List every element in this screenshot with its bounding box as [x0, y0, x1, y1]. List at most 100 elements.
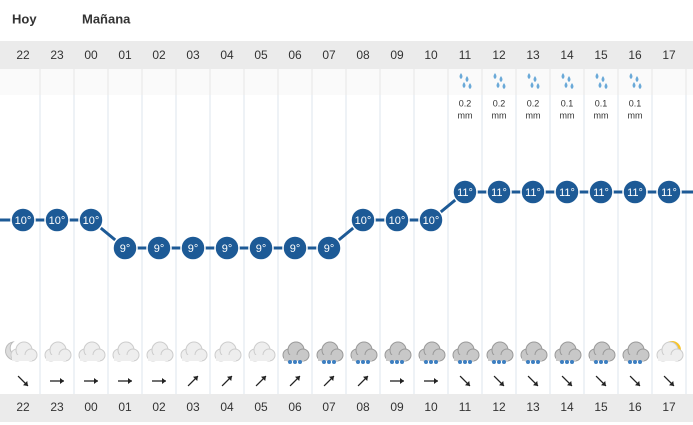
rain-dot — [560, 360, 564, 364]
rain-icon — [527, 73, 540, 89]
weather-icon — [316, 341, 344, 364]
rain-dot — [531, 360, 535, 364]
drop — [635, 76, 639, 82]
weather-icon — [554, 341, 582, 364]
temperature-label: 9° — [290, 243, 301, 255]
temperature-point — [622, 179, 648, 205]
drop — [530, 82, 534, 88]
wind-arrow — [561, 375, 573, 387]
cloud-base — [556, 355, 576, 361]
temperature-label: 9° — [256, 243, 267, 255]
hour-label: 22 — [16, 48, 30, 62]
wind-arrow — [390, 378, 404, 384]
rain-dot — [604, 360, 608, 364]
wind-arrow — [17, 375, 29, 387]
hour-label: 01 — [118, 48, 132, 62]
temperature-point — [588, 179, 614, 205]
drop — [459, 73, 463, 79]
rain-dot — [288, 360, 292, 364]
cloud-base — [488, 355, 508, 361]
rain-dot — [361, 360, 365, 364]
drop — [561, 73, 565, 79]
wind-arrow — [663, 375, 675, 387]
cloud-base — [80, 355, 100, 361]
wind-arrow — [221, 375, 233, 387]
precip-value: 0.2 — [459, 98, 472, 108]
precip-unit: mm — [526, 110, 541, 120]
rain-icon — [561, 73, 574, 89]
hour-label: 06 — [288, 48, 302, 62]
cloud-base — [182, 355, 202, 361]
temperature-label: 10° — [15, 215, 32, 227]
wind-arrow — [50, 378, 64, 384]
rain-dot — [298, 360, 302, 364]
temperature-label: 10° — [83, 215, 100, 227]
cloud-base — [12, 355, 32, 361]
wind-arrow — [527, 375, 539, 387]
precip-value: 0.1 — [561, 98, 574, 108]
precip-value: 0.1 — [629, 98, 642, 108]
hour-label: 02 — [152, 48, 166, 62]
rain-dot — [638, 360, 642, 364]
temperature-label: 11° — [593, 187, 609, 199]
arrow-head — [261, 376, 266, 381]
precip-unit: mm — [492, 110, 507, 120]
hour-label: 11 — [459, 48, 472, 62]
drop — [570, 83, 574, 89]
temperature-point — [10, 207, 36, 233]
temperature-label: 11° — [661, 187, 677, 199]
drop — [468, 83, 472, 89]
drop — [604, 83, 608, 89]
arrow-head — [94, 378, 98, 384]
weather-icon — [486, 341, 514, 364]
hour-label: 05 — [254, 400, 268, 414]
rain-dot — [463, 360, 467, 364]
temperature-label: 11° — [559, 187, 575, 199]
rain-dot — [628, 360, 632, 364]
arrow-head — [499, 381, 504, 386]
drop — [536, 83, 540, 89]
temperature-point — [146, 235, 172, 261]
weather-icon — [5, 341, 38, 362]
hour-label: 09 — [390, 48, 404, 62]
weather-icon — [214, 341, 242, 362]
hour-label: 08 — [356, 48, 370, 62]
hour-label: 04 — [220, 400, 234, 414]
drop — [567, 76, 571, 82]
arrow-head — [162, 378, 166, 384]
weather-icon — [112, 341, 140, 362]
hour-label: 23 — [50, 400, 64, 414]
rain-dot — [458, 360, 462, 364]
rain-dot — [536, 360, 540, 364]
temperature-label: 10° — [389, 215, 406, 227]
arrow-head — [635, 381, 640, 386]
day-label: Mañana — [82, 11, 131, 26]
hour-label: 08 — [356, 400, 370, 414]
temperature-label: 10° — [355, 215, 372, 227]
weather-icon — [146, 341, 174, 362]
hour-label: 16 — [628, 400, 642, 414]
temperature-point — [248, 235, 274, 261]
rain-dot — [526, 360, 530, 364]
temperature-point — [486, 179, 512, 205]
hour-label: 10 — [424, 48, 438, 62]
hour-label: 13 — [526, 400, 540, 414]
arrow-head — [434, 378, 438, 384]
rain-icon — [493, 73, 506, 89]
temperature-label: 10° — [49, 215, 66, 227]
temperature-label: 11° — [525, 187, 541, 199]
rain-dot — [633, 360, 637, 364]
hour-label: 16 — [628, 48, 642, 62]
temperature-point — [78, 207, 104, 233]
arrow-head — [23, 381, 28, 386]
hour-label: 23 — [50, 48, 64, 62]
hour-label: 14 — [560, 48, 574, 62]
hour-label: 22 — [16, 400, 30, 414]
arrow-head — [193, 376, 198, 381]
precip-value: 0.2 — [493, 98, 506, 108]
wind-arrow — [357, 375, 369, 387]
weather-icon — [622, 341, 650, 364]
drop — [462, 82, 466, 88]
arrow-head — [567, 381, 572, 386]
